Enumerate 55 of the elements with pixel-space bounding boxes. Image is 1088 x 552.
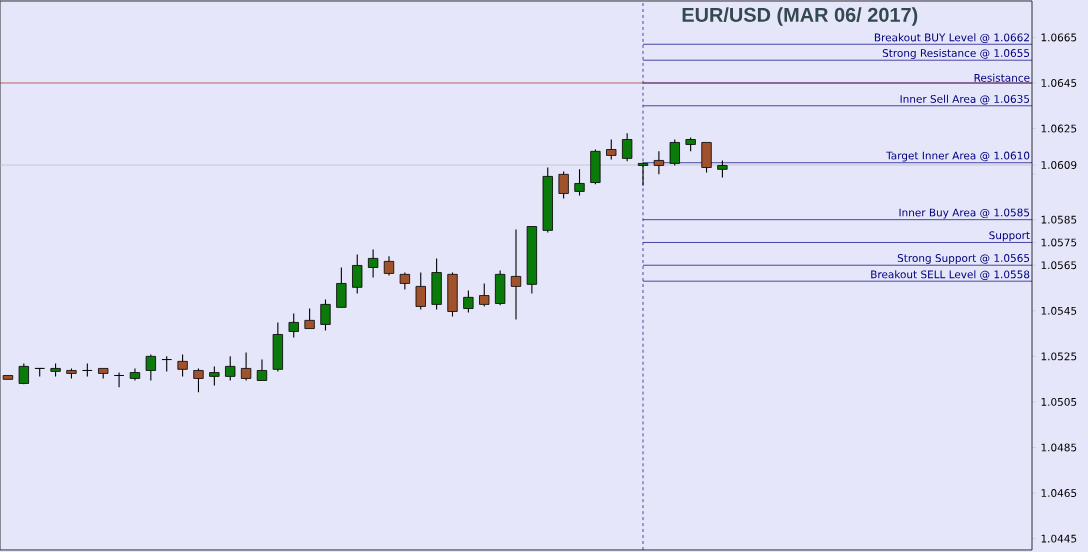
candlestick — [653, 150, 665, 175]
y-tick-label: 1.0505 — [1041, 397, 1077, 406]
candlestick — [701, 142, 712, 174]
candlestick — [193, 367, 204, 393]
candlestick — [145, 353, 156, 382]
candlestick — [606, 138, 617, 161]
y-tick-label: 1.0625 — [1041, 124, 1077, 133]
y-tick-label: 1.0585 — [1041, 215, 1077, 224]
y-tick-label: 1.0485 — [1041, 443, 1077, 452]
candlestick — [240, 351, 252, 382]
candlestick — [98, 368, 109, 379]
candlestick — [18, 362, 29, 384]
ref-line-label: Breakout BUY Level @ 1.0662 — [874, 33, 1029, 44]
y-tick-label: 1.0575 — [1041, 238, 1077, 247]
candlestick — [621, 132, 633, 162]
y-tick-label: 1.0545 — [1041, 306, 1077, 315]
candlestick — [479, 282, 490, 308]
chart-title: EUR/USD (MAR 06/ 2017) — [682, 7, 918, 26]
candlestick — [256, 358, 268, 381]
ref-line-label: Inner Buy Area @ 1.0585 — [899, 208, 1030, 219]
candlestick — [113, 371, 125, 388]
ref-line-label: Support — [989, 231, 1030, 242]
y-tick-label: 1.0445 — [1041, 534, 1077, 543]
candlestick — [685, 136, 696, 152]
candlestick — [399, 271, 411, 290]
ref-line-label: Breakout SELL Level @ 1.0558 — [871, 270, 1030, 280]
ref-line-label: Strong Resistance @ 1.0655 — [882, 48, 1030, 60]
candlestick — [431, 257, 442, 310]
candlestick — [574, 168, 585, 197]
y-tick-label: 1.0465 — [1041, 489, 1077, 497]
candlestick — [50, 362, 61, 377]
ref-line-label: Inner Sell Area @ 1.0635 — [900, 94, 1030, 105]
y-tick-label: 1.0645 — [1041, 79, 1077, 87]
y-tick-label: 1.0565 — [1041, 261, 1077, 270]
candlestick — [367, 248, 379, 279]
candlestick — [320, 298, 331, 331]
candlestick — [494, 269, 506, 306]
candlestick — [669, 138, 680, 167]
y-tick-label: 1.0525 — [1041, 352, 1077, 361]
y-tick-label: 1.0609 — [1041, 161, 1077, 169]
candlestick — [717, 159, 728, 179]
candlestick — [209, 365, 220, 387]
candlestick — [272, 321, 284, 372]
candlestick — [383, 255, 395, 277]
candlestick — [637, 163, 649, 187]
candlestick — [225, 355, 236, 382]
y-tick-label: 1.0665 — [1041, 33, 1077, 42]
ref-line-label: Resistance — [974, 73, 1030, 82]
candlestick — [129, 367, 141, 382]
ref-line-label: Strong Support @ 1.0565 — [897, 254, 1030, 265]
candlestick — [526, 226, 538, 295]
candlestick — [161, 355, 172, 372]
ref-line-label: Target Inner Area @ 1.0610 — [886, 151, 1030, 162]
candlestick — [510, 228, 522, 320]
candlestick — [82, 362, 93, 377]
